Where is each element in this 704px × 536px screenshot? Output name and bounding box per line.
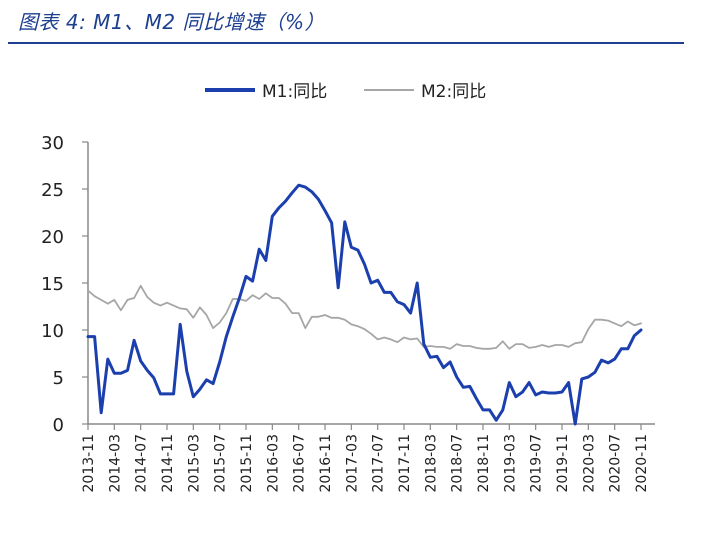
y-tick-label: 15 — [41, 274, 64, 295]
x-tick-label: 2017-07 — [371, 434, 387, 493]
series-layer — [86, 183, 643, 426]
x-tick-label: 2015-11 — [239, 434, 255, 493]
y-tick-label: 10 — [41, 321, 64, 342]
x-tick-label: 2013-11 — [81, 434, 97, 493]
legend: M1:同比 M2:同比 — [205, 82, 486, 102]
legend-label-m2: M2:同比 — [421, 82, 486, 102]
y-tick-label: 5 — [53, 368, 64, 389]
x-tick-label: 2018-03 — [423, 434, 439, 493]
x-tick-label: 2020-11 — [634, 434, 650, 493]
series-line-m2 — [87, 284, 642, 350]
x-tick-label: 2019-03 — [502, 434, 518, 493]
y-tick-label: 30 — [41, 133, 64, 154]
x-tick-label: 2016-11 — [318, 434, 334, 493]
x-tick-label: 2020-03 — [581, 434, 597, 493]
x-tick-label: 2018-07 — [450, 434, 466, 493]
x-tick-label: 2019-07 — [529, 434, 545, 493]
x-tick-label: 2014-11 — [160, 434, 176, 493]
title-underline — [8, 42, 684, 44]
y-tick-label: 0 — [53, 415, 64, 436]
x-tick-label: 2017-03 — [344, 434, 360, 493]
series-line-m1 — [86, 183, 643, 426]
y-axis: 0 5 10 15 20 25 30 — [41, 133, 89, 436]
x-tick-label: 2019-11 — [555, 434, 571, 493]
x-tick-label: 2020-07 — [608, 434, 624, 493]
legend-label-m1: M1:同比 — [262, 82, 327, 102]
y-tick-label: 20 — [41, 227, 64, 248]
x-tick-label: 2014-03 — [107, 434, 123, 493]
chart-title: 图表 4: M1、M2 同比增速（%） — [18, 10, 325, 34]
x-tick-label: 2017-11 — [397, 434, 413, 493]
x-tick-label: 2015-07 — [213, 434, 229, 493]
x-tick-label: 2016-03 — [265, 434, 281, 493]
x-tick-label: 2016-07 — [292, 434, 308, 493]
x-tick-label: 2018-11 — [476, 434, 492, 493]
y-tick-label: 25 — [41, 180, 64, 201]
x-tick-label: 2014-07 — [134, 434, 150, 493]
x-tick-label: 2015-03 — [186, 434, 202, 493]
x-axis: 2013-11 2014-03 2014-07 2014-11 2015-03 2015-… — [81, 423, 655, 493]
